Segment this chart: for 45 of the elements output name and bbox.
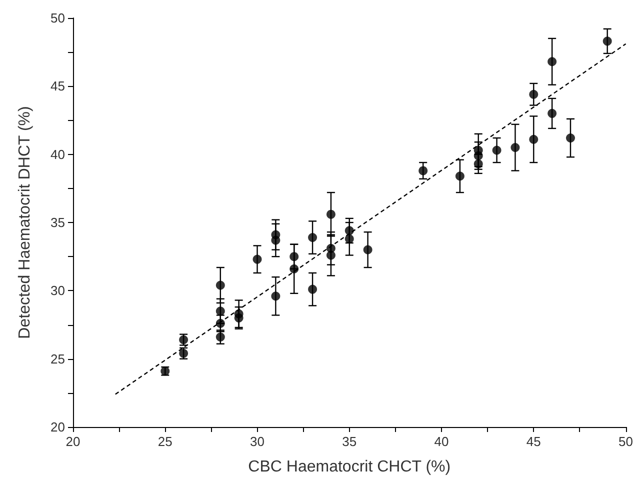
- point: [234, 313, 244, 322]
- point: [510, 143, 520, 152]
- point: [216, 332, 225, 342]
- point: [344, 226, 354, 236]
- x-tick-label: 35: [342, 434, 357, 449]
- point: [363, 245, 372, 254]
- point: [455, 172, 464, 181]
- point: [271, 236, 280, 245]
- point: [216, 306, 225, 316]
- point: [344, 234, 354, 244]
- point: [308, 233, 318, 242]
- y-tick-label: 45: [50, 78, 65, 94]
- point: [529, 134, 538, 144]
- x-axis-title: CBC Haematocrit CHCT (%): [248, 458, 451, 476]
- point: [252, 254, 262, 264]
- x-tick-label: 30: [250, 434, 264, 449]
- y-tick-label: 35: [50, 215, 65, 230]
- point: [271, 292, 280, 301]
- point: [566, 133, 575, 142]
- point: [602, 36, 612, 46]
- point: [474, 159, 483, 168]
- y-tick-label: 40: [50, 146, 65, 162]
- point: [418, 166, 428, 176]
- point: [326, 210, 336, 219]
- x-tick-label: 25: [158, 434, 172, 449]
- point: [216, 280, 225, 290]
- x-tick-label: 50: [618, 434, 634, 449]
- point: [548, 108, 557, 118]
- point: [308, 284, 318, 294]
- point: [492, 146, 502, 155]
- x-tick-label: 40: [434, 434, 449, 449]
- point: [290, 252, 299, 262]
- point: [326, 250, 336, 260]
- point: [290, 264, 299, 274]
- y-axis-title: Detected Haematocrit DHCT (%): [16, 106, 34, 339]
- y-tick-label: 20: [50, 420, 65, 434]
- point: [474, 151, 483, 160]
- point: [548, 57, 557, 66]
- y-tick-label: 30: [50, 283, 65, 298]
- x-tick-label: 20: [66, 434, 80, 449]
- point: [216, 318, 225, 328]
- x-tick-label: 45: [526, 434, 541, 449]
- y-tick-label: 50: [50, 10, 65, 26]
- y-tick-label: 25: [50, 351, 65, 366]
- point: [529, 90, 538, 99]
